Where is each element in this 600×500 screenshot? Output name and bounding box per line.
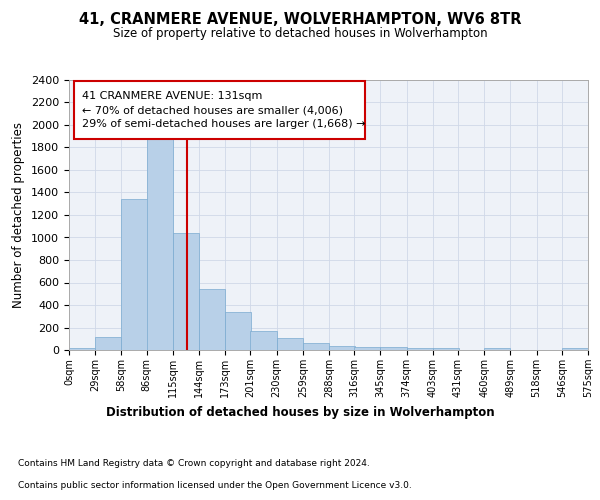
Bar: [199, 289, 225, 350]
Bar: [407, 348, 433, 350]
Bar: [433, 348, 459, 350]
Bar: [69, 348, 95, 350]
FancyBboxPatch shape: [74, 82, 365, 140]
Text: 41 CRANMERE AVENUE: 131sqm
← 70% of detached houses are smaller (4,006)
29% of s: 41 CRANMERE AVENUE: 131sqm ← 70% of deta…: [82, 92, 365, 130]
Text: Contains public sector information licensed under the Open Government Licence v3: Contains public sector information licen…: [18, 481, 412, 490]
Bar: [121, 199, 148, 350]
Bar: [250, 332, 277, 350]
Bar: [484, 348, 511, 350]
Y-axis label: Number of detached properties: Number of detached properties: [13, 122, 25, 308]
Bar: [303, 343, 329, 350]
Bar: [354, 346, 380, 350]
Text: Size of property relative to detached houses in Wolverhampton: Size of property relative to detached ho…: [113, 28, 487, 40]
Bar: [329, 346, 355, 350]
Bar: [562, 348, 588, 350]
Bar: [95, 336, 121, 350]
Bar: [173, 233, 199, 350]
Bar: [225, 312, 251, 350]
Text: Distribution of detached houses by size in Wolverhampton: Distribution of detached houses by size …: [106, 406, 494, 419]
Bar: [380, 347, 407, 350]
Bar: [146, 138, 173, 350]
Text: Contains HM Land Registry data © Crown copyright and database right 2024.: Contains HM Land Registry data © Crown c…: [18, 458, 370, 468]
Bar: [277, 338, 303, 350]
Text: 41, CRANMERE AVENUE, WOLVERHAMPTON, WV6 8TR: 41, CRANMERE AVENUE, WOLVERHAMPTON, WV6 …: [79, 12, 521, 28]
